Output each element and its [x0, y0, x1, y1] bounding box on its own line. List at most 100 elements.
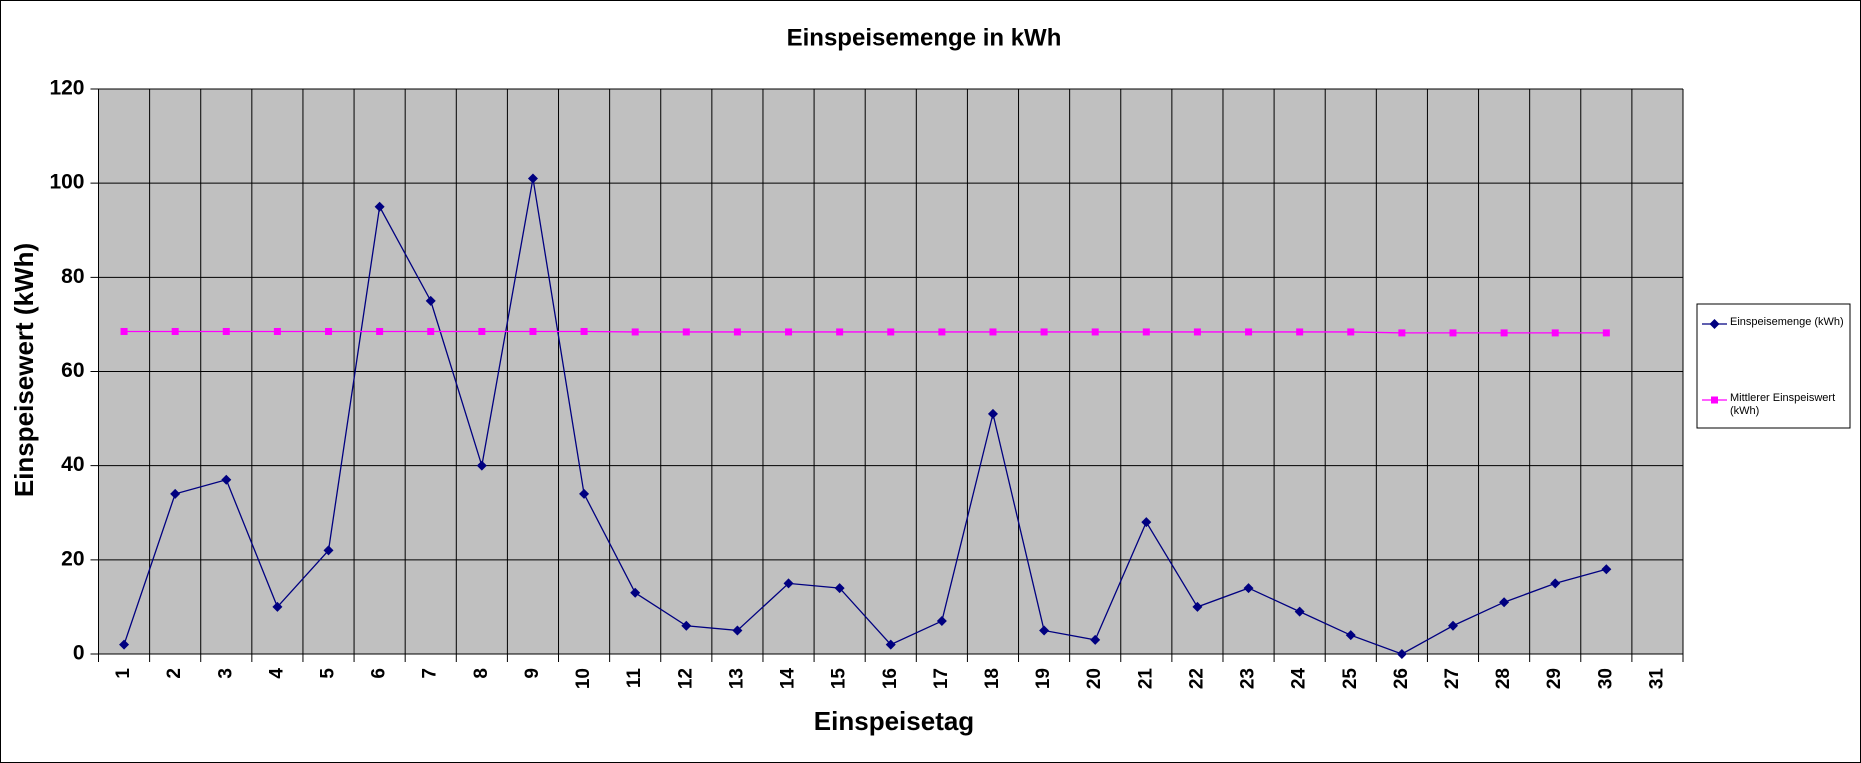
- point-marker: [630, 587, 641, 598]
- point-marker: [1551, 329, 1559, 337]
- point-marker: [580, 327, 588, 335]
- legend-box: [1696, 303, 1851, 429]
- x-tick-label: 3: [215, 668, 236, 679]
- y-tick-label: 60: [61, 359, 84, 382]
- point-marker: [785, 328, 793, 336]
- y-tick-label: 120: [49, 77, 84, 100]
- point-marker: [1141, 517, 1152, 528]
- point-marker: [222, 327, 230, 335]
- series-line: [124, 330, 1607, 334]
- point-marker: [579, 488, 590, 499]
- legend-label: Einspeisemenge (kWh): [1730, 316, 1844, 328]
- x-tick-label: 27: [1442, 668, 1463, 689]
- x-tick-label: 8: [471, 668, 492, 679]
- point-marker: [529, 327, 537, 335]
- point-marker: [1398, 329, 1406, 337]
- point-marker: [1347, 328, 1355, 336]
- y-tick-label: 20: [61, 547, 84, 570]
- y-tick-label: 40: [61, 453, 84, 476]
- point-marker: [1499, 597, 1510, 608]
- x-tick-label: 23: [1238, 668, 1259, 689]
- point-marker: [989, 328, 997, 336]
- point-marker: [1193, 328, 1201, 336]
- point-marker: [936, 616, 947, 627]
- x-tick-label: 14: [778, 668, 799, 690]
- chart-title: Einspeisemenge in kWh: [787, 24, 1062, 51]
- x-tick-label: 20: [1084, 668, 1105, 689]
- point-marker: [1601, 564, 1612, 575]
- point-marker: [119, 639, 130, 650]
- y-axis-title: Einspeisewert (kWh): [9, 243, 39, 497]
- x-tick-label: 24: [1289, 668, 1310, 690]
- point-marker: [323, 545, 334, 556]
- point-marker: [987, 408, 998, 419]
- point-marker: [1296, 328, 1304, 336]
- x-tick-label: 12: [675, 668, 696, 689]
- point-marker: [1449, 329, 1457, 337]
- x-tick-label: 11: [624, 668, 645, 689]
- point-marker: [376, 327, 384, 335]
- legend-entry: Einspeisemenge (kWh): [1730, 316, 1844, 328]
- point-marker: [478, 327, 486, 335]
- legend-marker: [1711, 396, 1718, 404]
- x-tick-label: 29: [1544, 668, 1565, 689]
- point-marker: [1550, 578, 1561, 589]
- point-marker: [834, 583, 845, 594]
- point-marker: [221, 474, 232, 485]
- point-marker: [885, 639, 896, 650]
- legend-entry: Mittlerer Einspeiswert (kWh): [1730, 392, 1836, 417]
- x-tick-label: 19: [1033, 668, 1054, 689]
- point-marker: [527, 173, 538, 184]
- x-tick-label: 25: [1340, 668, 1361, 690]
- x-tick-label: 5: [318, 668, 339, 679]
- point-marker: [681, 620, 692, 631]
- point-marker: [1245, 328, 1253, 336]
- y-tick-label: 100: [49, 171, 84, 194]
- x-tick-label: 10: [573, 668, 594, 689]
- x-tick-label: 13: [726, 668, 747, 689]
- point-marker: [1039, 625, 1050, 636]
- x-tick-label: 28: [1493, 668, 1514, 689]
- x-tick-label: 18: [982, 668, 1003, 689]
- point-marker: [783, 578, 794, 589]
- point-marker: [887, 328, 895, 336]
- point-marker: [272, 601, 283, 612]
- x-tick-label: 9: [522, 668, 543, 679]
- point-marker: [120, 327, 128, 335]
- y-tick-label: 0: [73, 642, 85, 665]
- point-marker: [836, 328, 844, 336]
- point-marker: [1500, 329, 1508, 337]
- point-marker: [425, 295, 436, 306]
- x-tick-label: 22: [1186, 668, 1207, 689]
- point-marker: [1243, 583, 1254, 594]
- x-axis-title: Einspeisetag: [814, 706, 974, 736]
- x-tick-label: 17: [931, 668, 952, 689]
- x-tick-label: 16: [880, 668, 901, 689]
- point-marker: [1090, 634, 1101, 645]
- point-marker: [1602, 329, 1610, 337]
- x-tick-label: 31: [1646, 668, 1667, 690]
- point-marker: [476, 460, 487, 471]
- point-marker: [1294, 606, 1305, 617]
- point-marker: [1192, 601, 1203, 612]
- legend-marker: [1709, 319, 1720, 329]
- point-marker: [374, 201, 385, 212]
- point-marker: [631, 328, 639, 336]
- x-tick-label: 6: [369, 668, 390, 679]
- point-marker: [170, 488, 181, 499]
- series-line: [123, 178, 1607, 655]
- point-marker: [427, 327, 435, 335]
- point-marker: [1345, 630, 1356, 641]
- point-marker: [682, 328, 690, 336]
- x-tick-label: 21: [1135, 668, 1156, 690]
- x-tick-label: 2: [164, 668, 185, 679]
- point-marker: [273, 327, 281, 335]
- point-marker: [1091, 328, 1099, 336]
- x-tick-label: 4: [266, 668, 287, 679]
- legend-label: Mittlerer Einspeiswert (kWh): [1730, 392, 1836, 417]
- x-tick-label: 7: [420, 668, 441, 679]
- point-marker: [733, 328, 741, 336]
- x-tick-label: 1: [113, 668, 134, 679]
- point-marker: [938, 328, 946, 336]
